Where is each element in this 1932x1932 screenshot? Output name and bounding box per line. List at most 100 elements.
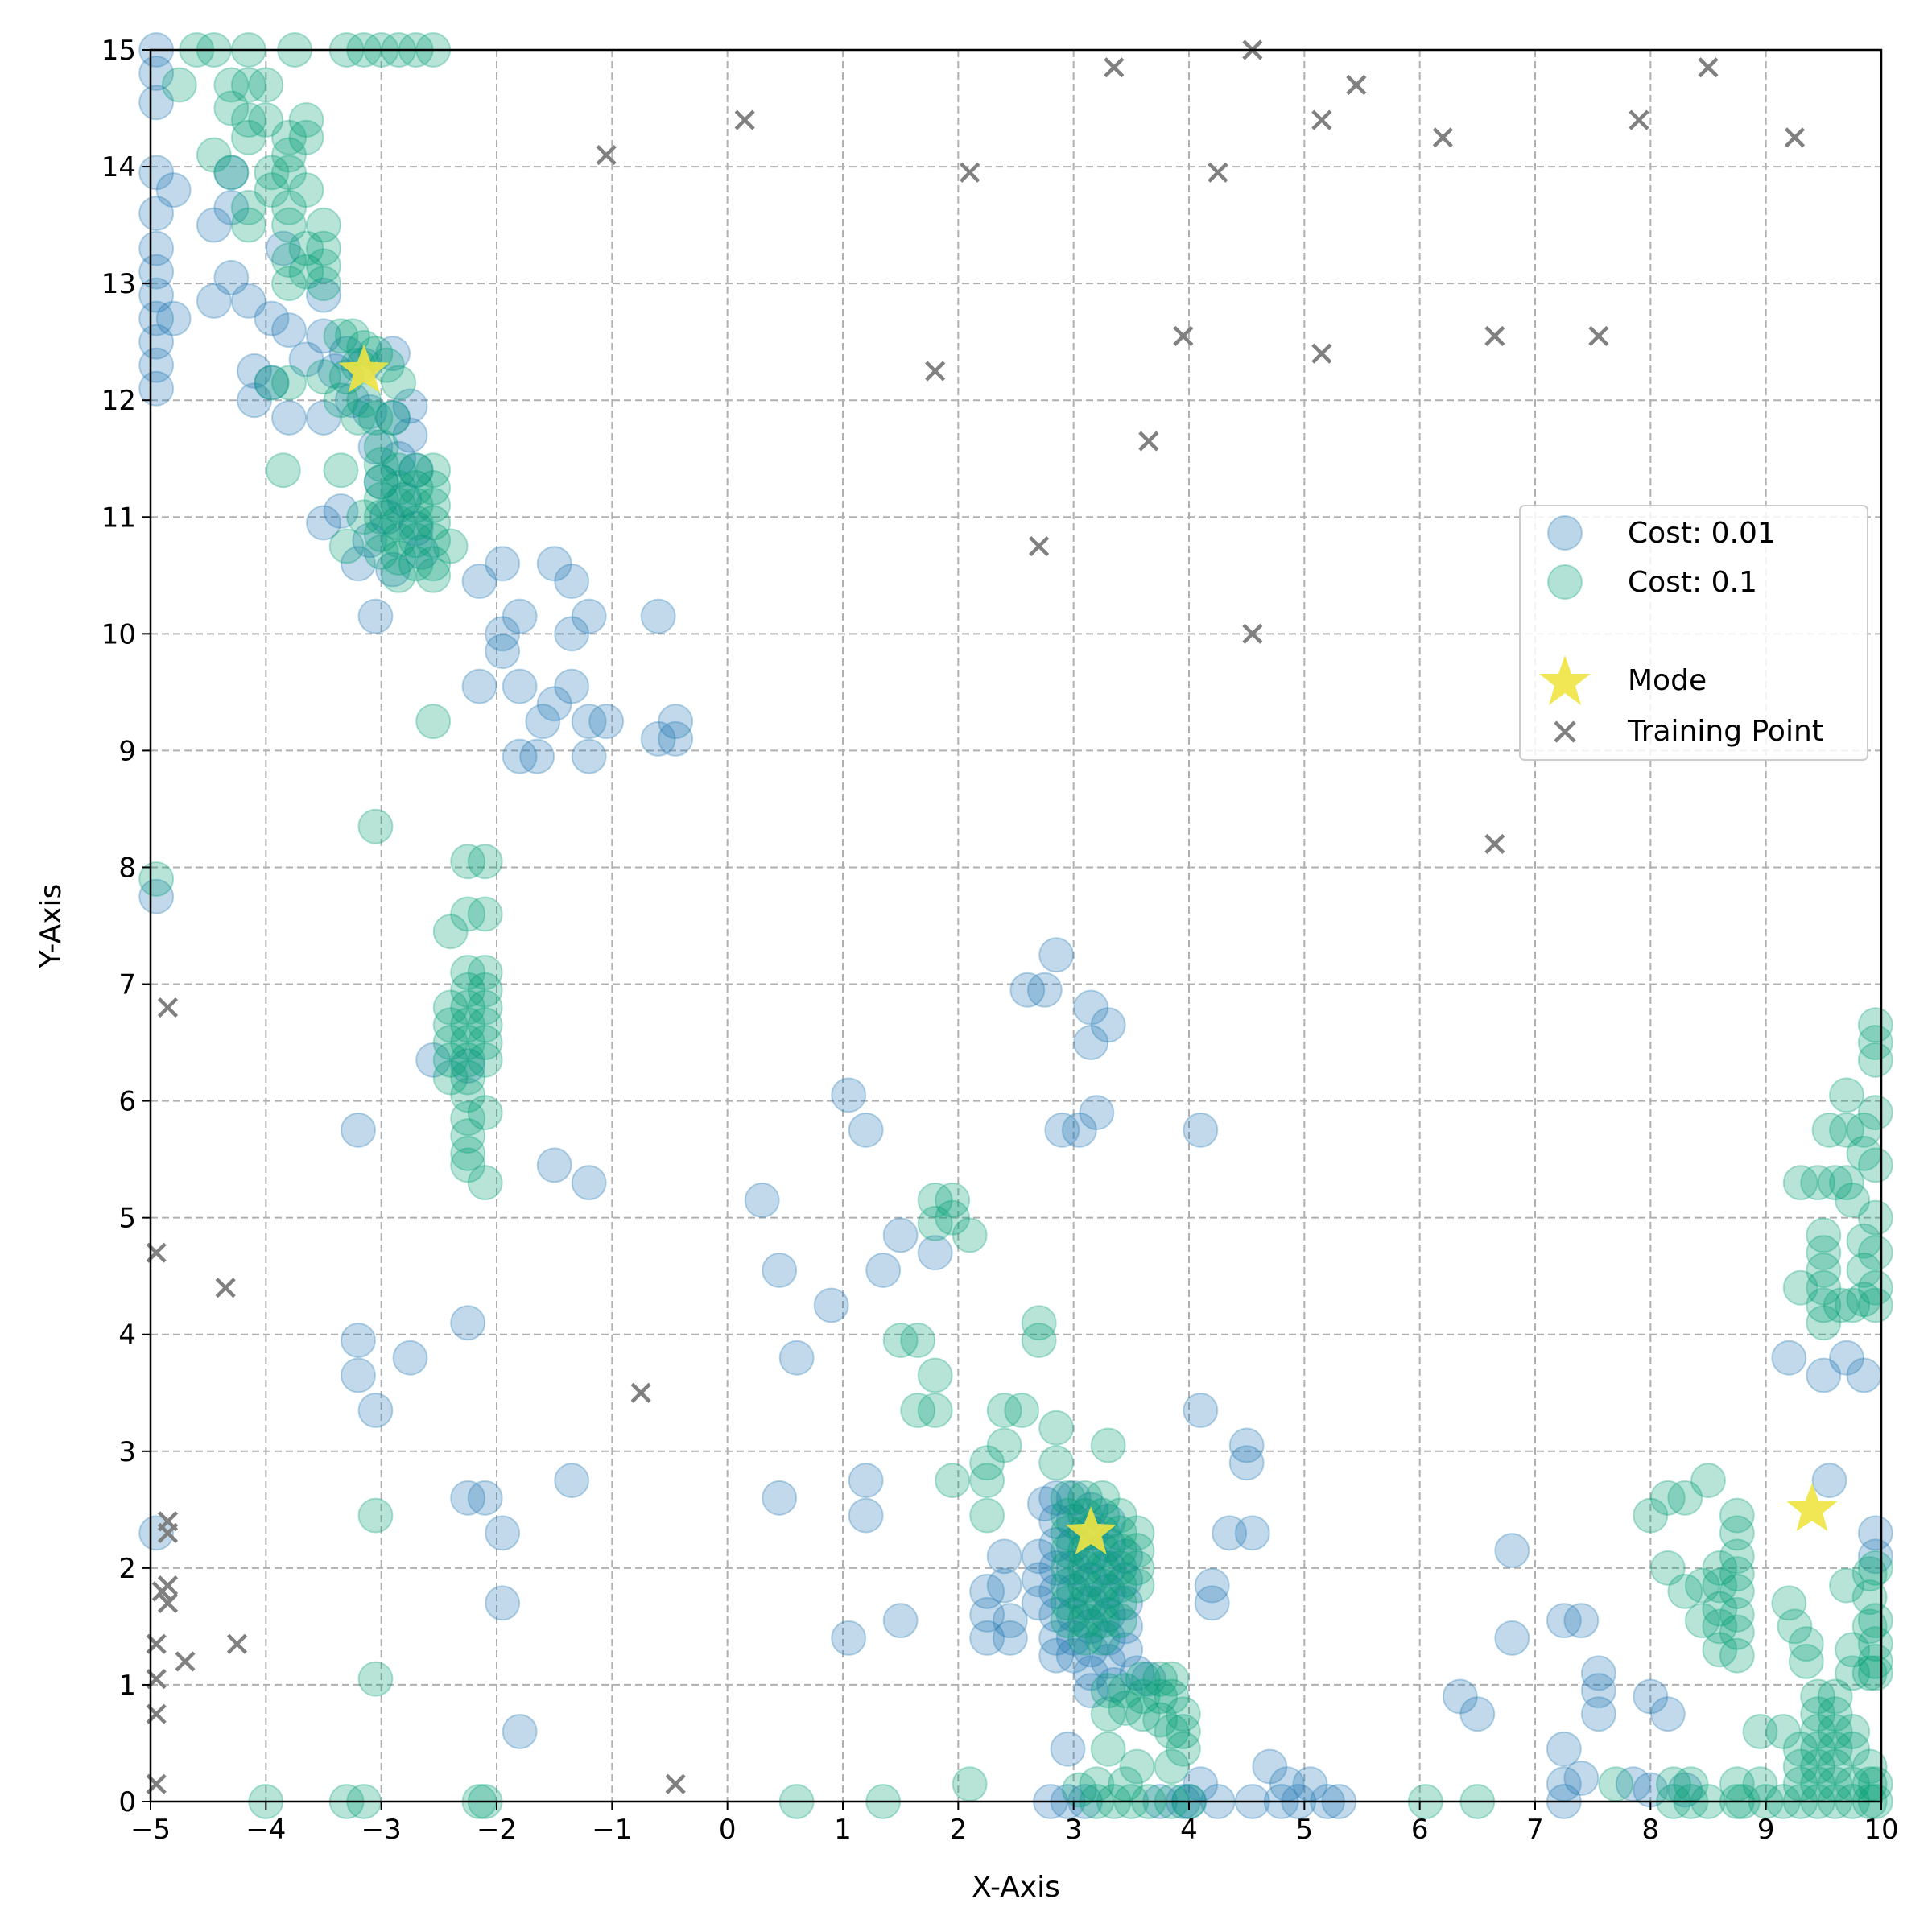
data-point-cost-01 [1771,1585,1807,1621]
training-point [1029,535,1050,557]
data-point-cost-01 [450,1077,486,1113]
data-point-cost-01 [1817,1748,1853,1785]
data-point-cost-01 [381,540,417,576]
training-point [157,1592,179,1613]
training-point [925,361,946,382]
data-point-cost-001 [450,1305,486,1341]
data-point-cost-001 [1021,1562,1057,1598]
data-point-cost-001 [450,1480,486,1516]
data-point-cost-001 [536,1147,572,1183]
data-point-cost-001 [554,1463,590,1499]
x-tick-label: 2 [950,1814,968,1846]
data-point-cost-01 [1702,1608,1738,1645]
data-point-cost-001 [1108,1585,1144,1621]
data-point-cost-001 [357,429,394,465]
data-point-cost-001 [461,564,497,600]
x-tick-label: −3 [361,1814,402,1846]
data-point-cost-01 [1719,1497,1755,1534]
data-point-cost-01 [398,470,434,506]
data-point-cost-01 [1067,1567,1103,1604]
data-point-cost-001 [1090,1550,1126,1586]
data-point-cost-01 [1004,1393,1040,1429]
data-point-cost-01 [917,1205,953,1241]
data-point-cost-001 [1130,1661,1166,1697]
data-point-cost-01 [1021,1322,1057,1358]
data-point-cost-001 [1183,1393,1219,1429]
data-point-cost-001 [1234,1515,1270,1551]
data-point-cost-001 [392,417,428,453]
data-point-cost-01 [917,1357,953,1393]
data-point-cost-01 [213,155,250,191]
data-point-cost-001 [323,493,359,530]
data-point-cost-001 [138,85,175,121]
data-point-cost-01 [1067,1585,1103,1621]
data-point-cost-01 [1823,1287,1859,1323]
data-point-cost-001 [1055,1596,1092,1633]
data-point-cost-01 [450,1100,486,1137]
data-point-cost-01 [271,155,307,191]
data-point-cost-01 [1142,1678,1179,1715]
data-point-cost-001 [1073,1673,1109,1709]
data-point-cost-01 [1829,1112,1864,1148]
data-point-cost-01 [1684,1567,1720,1604]
data-point-cost-01 [1835,1632,1871,1668]
data-point-cost-001 [554,668,590,704]
y-tick-label: 14 [101,151,136,184]
data-point-cost-01 [1852,1748,1888,1785]
training-point [175,1651,196,1672]
data-point-cost-001 [1055,1620,1092,1656]
data-point-cost-001 [254,365,290,401]
data-point-cost-001 [375,551,411,588]
data-point-cost-001 [230,283,266,319]
data-point-cost-001 [271,399,307,436]
legend-frame [1519,505,1868,761]
data-point-cost-01 [1061,1772,1097,1808]
data-point-cost-01 [1038,1445,1075,1481]
data-point-cost-01 [1142,1661,1179,1697]
data-point-cost-01 [1857,1025,1893,1061]
data-point-cost-001 [1546,1731,1582,1767]
data-point-cost-01 [1102,1603,1137,1639]
training-point [1629,109,1649,130]
data-point-cost-001 [525,704,561,740]
data-point-cost-01 [230,102,266,138]
data-point-cost-01 [1835,1713,1871,1749]
data-point-cost-001 [1073,1655,1109,1691]
data-point-cost-001 [1038,937,1075,973]
data-point-cost-01 [357,399,394,436]
data-point-cost-01 [306,230,341,266]
data-point-cost-001 [992,1620,1028,1656]
data-point-cost-01 [1742,1713,1778,1749]
data-point-cost-001 [288,341,324,378]
data-point-cost-01 [306,207,341,243]
data-point-cost-001 [1442,1678,1478,1715]
data-point-cost-001 [502,738,538,774]
data-point-cost-01 [986,1393,1022,1429]
data-point-cost-001 [1073,1562,1109,1598]
training-point [157,997,179,1018]
mode-star [1065,1506,1117,1554]
data-point-cost-001 [1806,1357,1842,1393]
data-point-cost-01 [1125,1661,1161,1697]
data-point-cost-01 [1165,1696,1201,1732]
data-point-cost-01 [415,505,452,541]
x-tick-label: 3 [1065,1814,1083,1846]
data-point-cost-01 [1050,1550,1086,1586]
data-point-cost-01 [1090,1673,1126,1709]
y-tick-label: 2 [118,1553,136,1585]
data-point-cost-001 [831,1077,867,1113]
data-point-cost-001 [848,1112,884,1148]
data-point-cost-001 [1459,1696,1496,1732]
data-point-cost-01 [1102,1550,1137,1586]
data-point-cost-01 [271,119,307,155]
data-point-cost-01 [1067,1480,1103,1516]
data-point-cost-001 [485,1515,521,1551]
data-point-cost-01 [1067,1620,1103,1656]
data-point-cost-01 [357,808,394,844]
data-point-cost-01 [1806,1269,1842,1306]
data-point-cost-01 [467,1165,503,1201]
data-point-cost-01 [230,119,266,155]
data-point-cost-01 [450,1059,486,1096]
data-point-cost-001 [1073,989,1109,1026]
